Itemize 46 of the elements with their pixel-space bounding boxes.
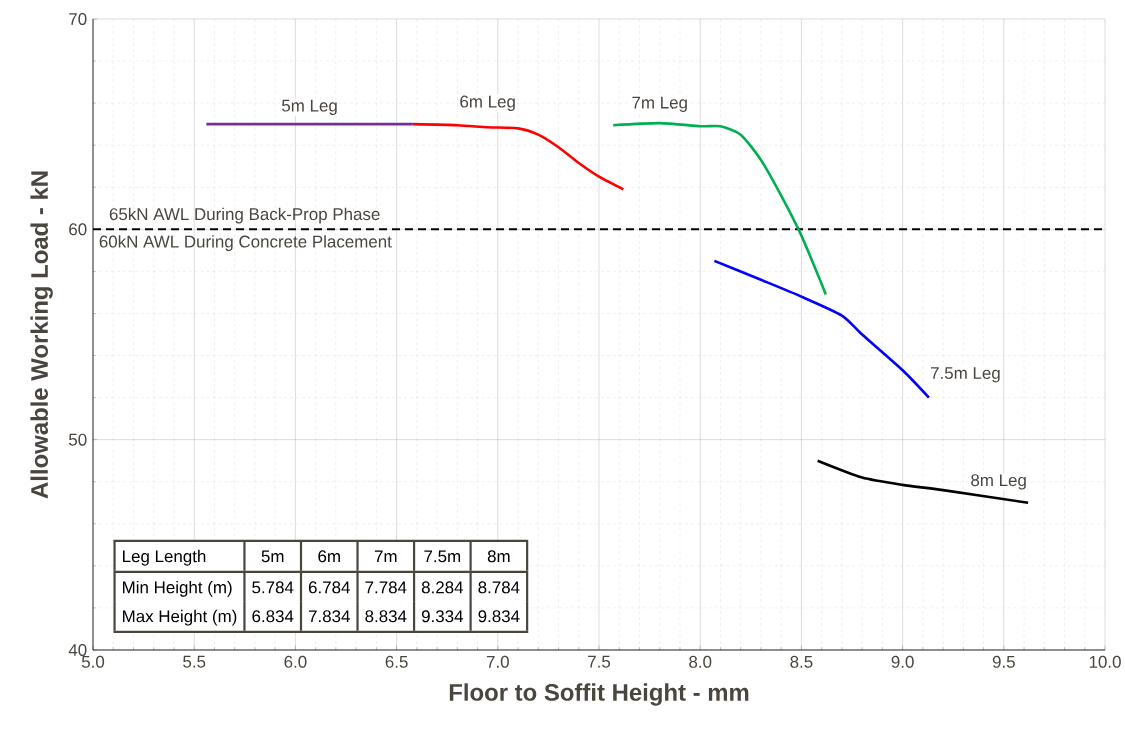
x-axis-title: Floor to Soffit Height - mm bbox=[449, 683, 749, 706]
ref-line-label: 60kN AWL During Concrete Placement bbox=[99, 235, 392, 251]
series-label: 5m Leg bbox=[282, 99, 337, 115]
annotation: 5.784 bbox=[252, 581, 294, 594]
y-axis-title: Allowable Working Load - kN bbox=[30, 171, 53, 499]
y-tick-label: 70 bbox=[69, 12, 87, 25]
annotation: 9.834 bbox=[478, 610, 520, 623]
annotation: 8.784 bbox=[478, 581, 520, 594]
annotation: 65kN AWL During Back-Prop Phase bbox=[109, 207, 380, 224]
annotation: Leg Length bbox=[123, 549, 206, 566]
annotation: 9.334 bbox=[421, 610, 464, 623]
line-series bbox=[816, 459, 1030, 505]
x-tick-label: 8.0 bbox=[689, 655, 712, 668]
annotation: 7.834 bbox=[308, 610, 350, 623]
line-series bbox=[411, 122, 625, 191]
x-tick-label: 10.0 bbox=[1089, 655, 1121, 668]
x-tick-label: 6.5 bbox=[385, 655, 408, 668]
series-label: 8m Leg bbox=[971, 474, 1026, 490]
annotation: Min Height (m) bbox=[123, 580, 232, 597]
series-label: 6m Leg bbox=[460, 95, 515, 111]
x-tick-label: 9.0 bbox=[891, 655, 914, 668]
annotation: 7.5m bbox=[424, 550, 461, 563]
line-series bbox=[713, 259, 931, 399]
annotation: 6.834 bbox=[252, 610, 294, 623]
x-tick-label: 8.5 bbox=[790, 655, 813, 668]
annotation: 7m bbox=[374, 550, 397, 563]
x-tick-label: 6.0 bbox=[284, 655, 307, 668]
y-tick-label: 40 bbox=[68, 643, 87, 656]
x-tick-label: 5.0 bbox=[81, 655, 105, 668]
series-label: 7m Leg bbox=[632, 96, 687, 112]
x-tick-label: 7.0 bbox=[486, 655, 509, 668]
annotation: 5m bbox=[261, 550, 284, 563]
annotation: 7.784 bbox=[365, 581, 407, 594]
y-tick-label: 50 bbox=[69, 433, 87, 446]
annotation: 6.784 bbox=[308, 581, 350, 594]
line-series bbox=[611, 121, 827, 296]
y-tick-label: 60 bbox=[69, 223, 87, 236]
series-label: 7.5m Leg bbox=[931, 367, 1000, 383]
x-tick-label: 7.5 bbox=[588, 655, 611, 668]
annotation: 8m bbox=[487, 550, 510, 563]
x-tick-label: 9.5 bbox=[992, 655, 1015, 668]
annotation: Max Height (m) bbox=[123, 609, 237, 626]
x-tick-label: 5.5 bbox=[183, 655, 206, 668]
annotation: 6m bbox=[318, 550, 340, 563]
annotation: 8.834 bbox=[365, 610, 407, 623]
annotation: 8.284 bbox=[421, 581, 464, 594]
